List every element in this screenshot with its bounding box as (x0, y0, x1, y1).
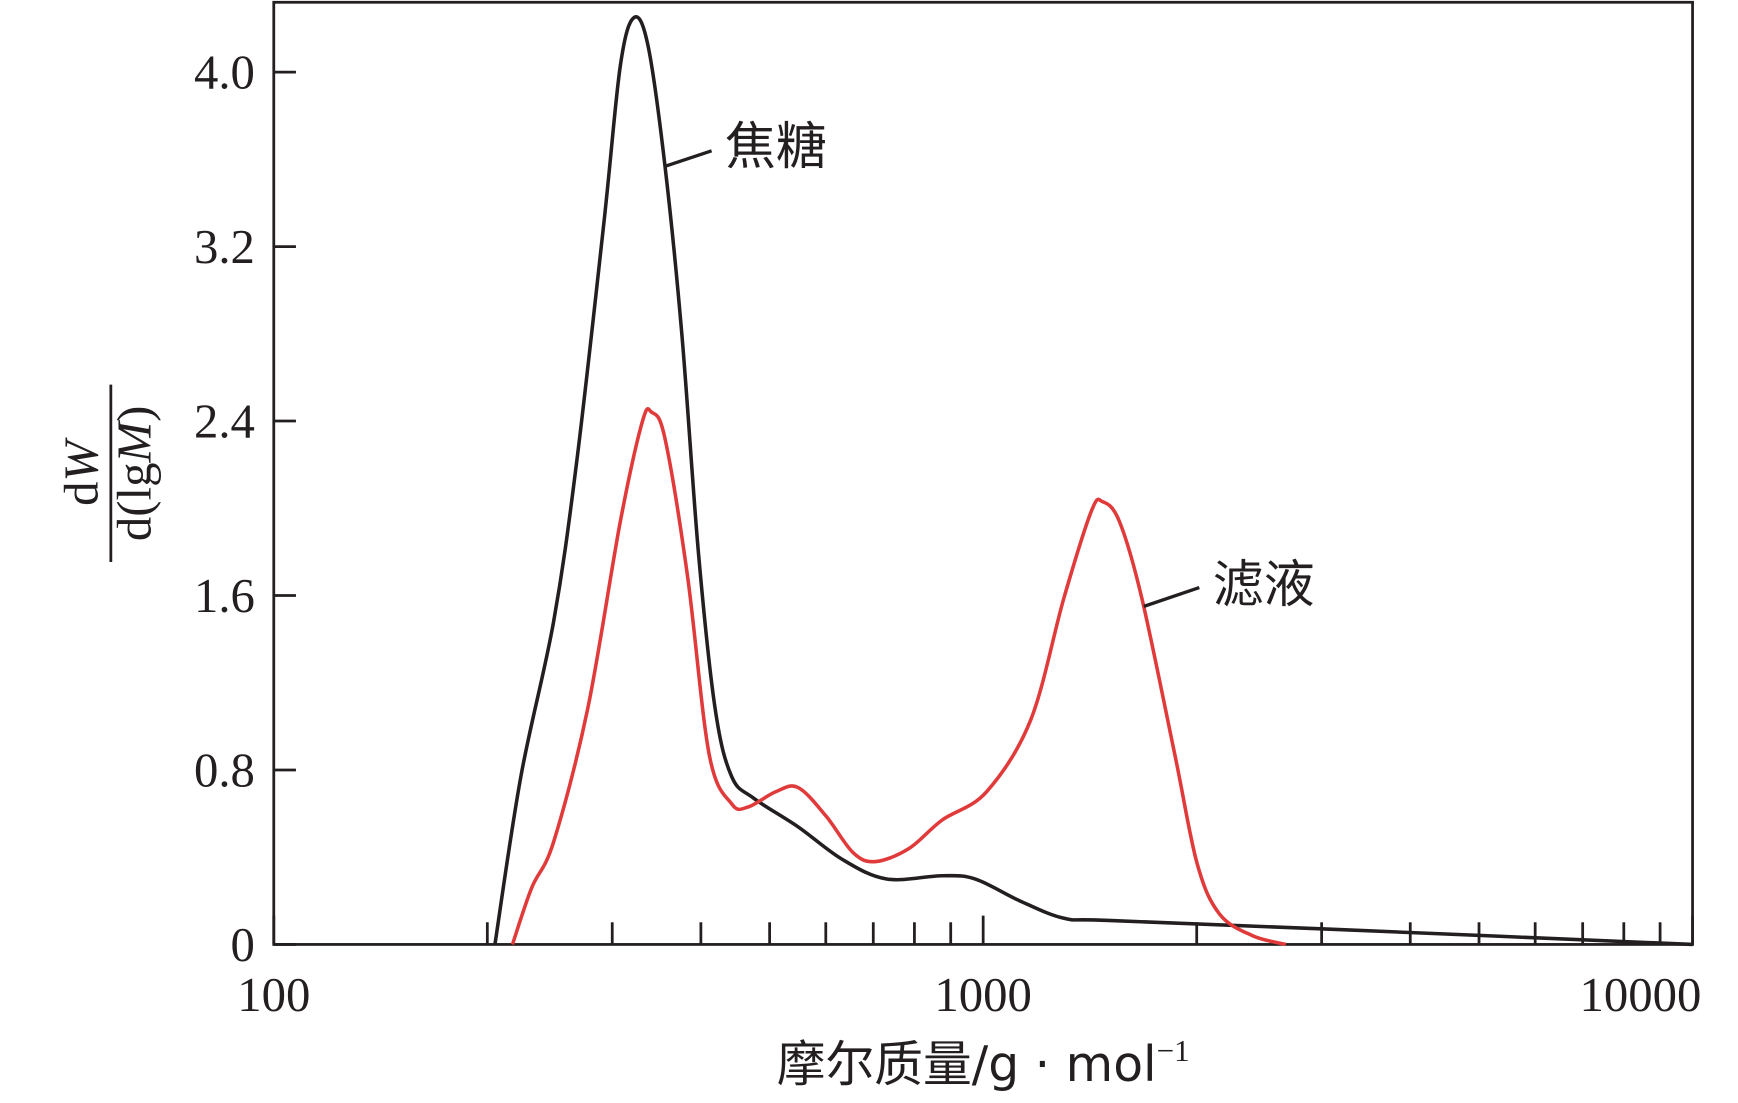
x-tick-label: 10000 (1580, 968, 1702, 1022)
y-tick-label: 0 (231, 918, 255, 972)
y-tick-label: 2.4 (194, 395, 255, 449)
y-label-d: d (55, 481, 109, 505)
y-tick-labels: 0 0.8 1.6 2.4 3.2 4.0 (194, 46, 255, 972)
series-lines (493, 15, 1693, 947)
y-label-m: M (108, 420, 162, 464)
y-tick-label: 3.2 (194, 220, 255, 274)
y-axis-label: dW d(lgM) (55, 384, 162, 563)
y-label-close: ) (108, 406, 162, 422)
x-tick-label: 1000 (934, 968, 1032, 1022)
x-label-superscript: −1 (1157, 1033, 1190, 1068)
x-label-text: 摩尔质量/g · mol (777, 1036, 1157, 1093)
y-tick-label: 1.6 (194, 569, 255, 623)
series-line-filtrate (510, 406, 1287, 947)
y-label-w: W (55, 436, 109, 481)
y-tick-label: 0.8 (194, 744, 255, 798)
annotation-leader-caramel (664, 149, 713, 168)
annotation-leader-filtrate (1143, 585, 1200, 608)
plot-frame (272, 0, 1694, 946)
svg-text:d(lgM): d(lgM) (108, 406, 162, 541)
y-tick-label: 4.0 (194, 46, 255, 100)
y-label-dlg: d(lg (108, 463, 162, 542)
x-tick-label: 100 (237, 968, 310, 1022)
annotation-filtrate: 滤液 (1213, 556, 1315, 615)
svg-text:dW: dW (55, 436, 109, 505)
axis-ticks (272, 70, 1694, 946)
x-tick-labels: 100 1000 10000 (237, 968, 1701, 1022)
x-axis-label: 摩尔质量/g · mol−1 (777, 1033, 1190, 1093)
series-line-caramel (493, 15, 1693, 947)
annotation-caramel: 焦糖 (725, 118, 827, 177)
